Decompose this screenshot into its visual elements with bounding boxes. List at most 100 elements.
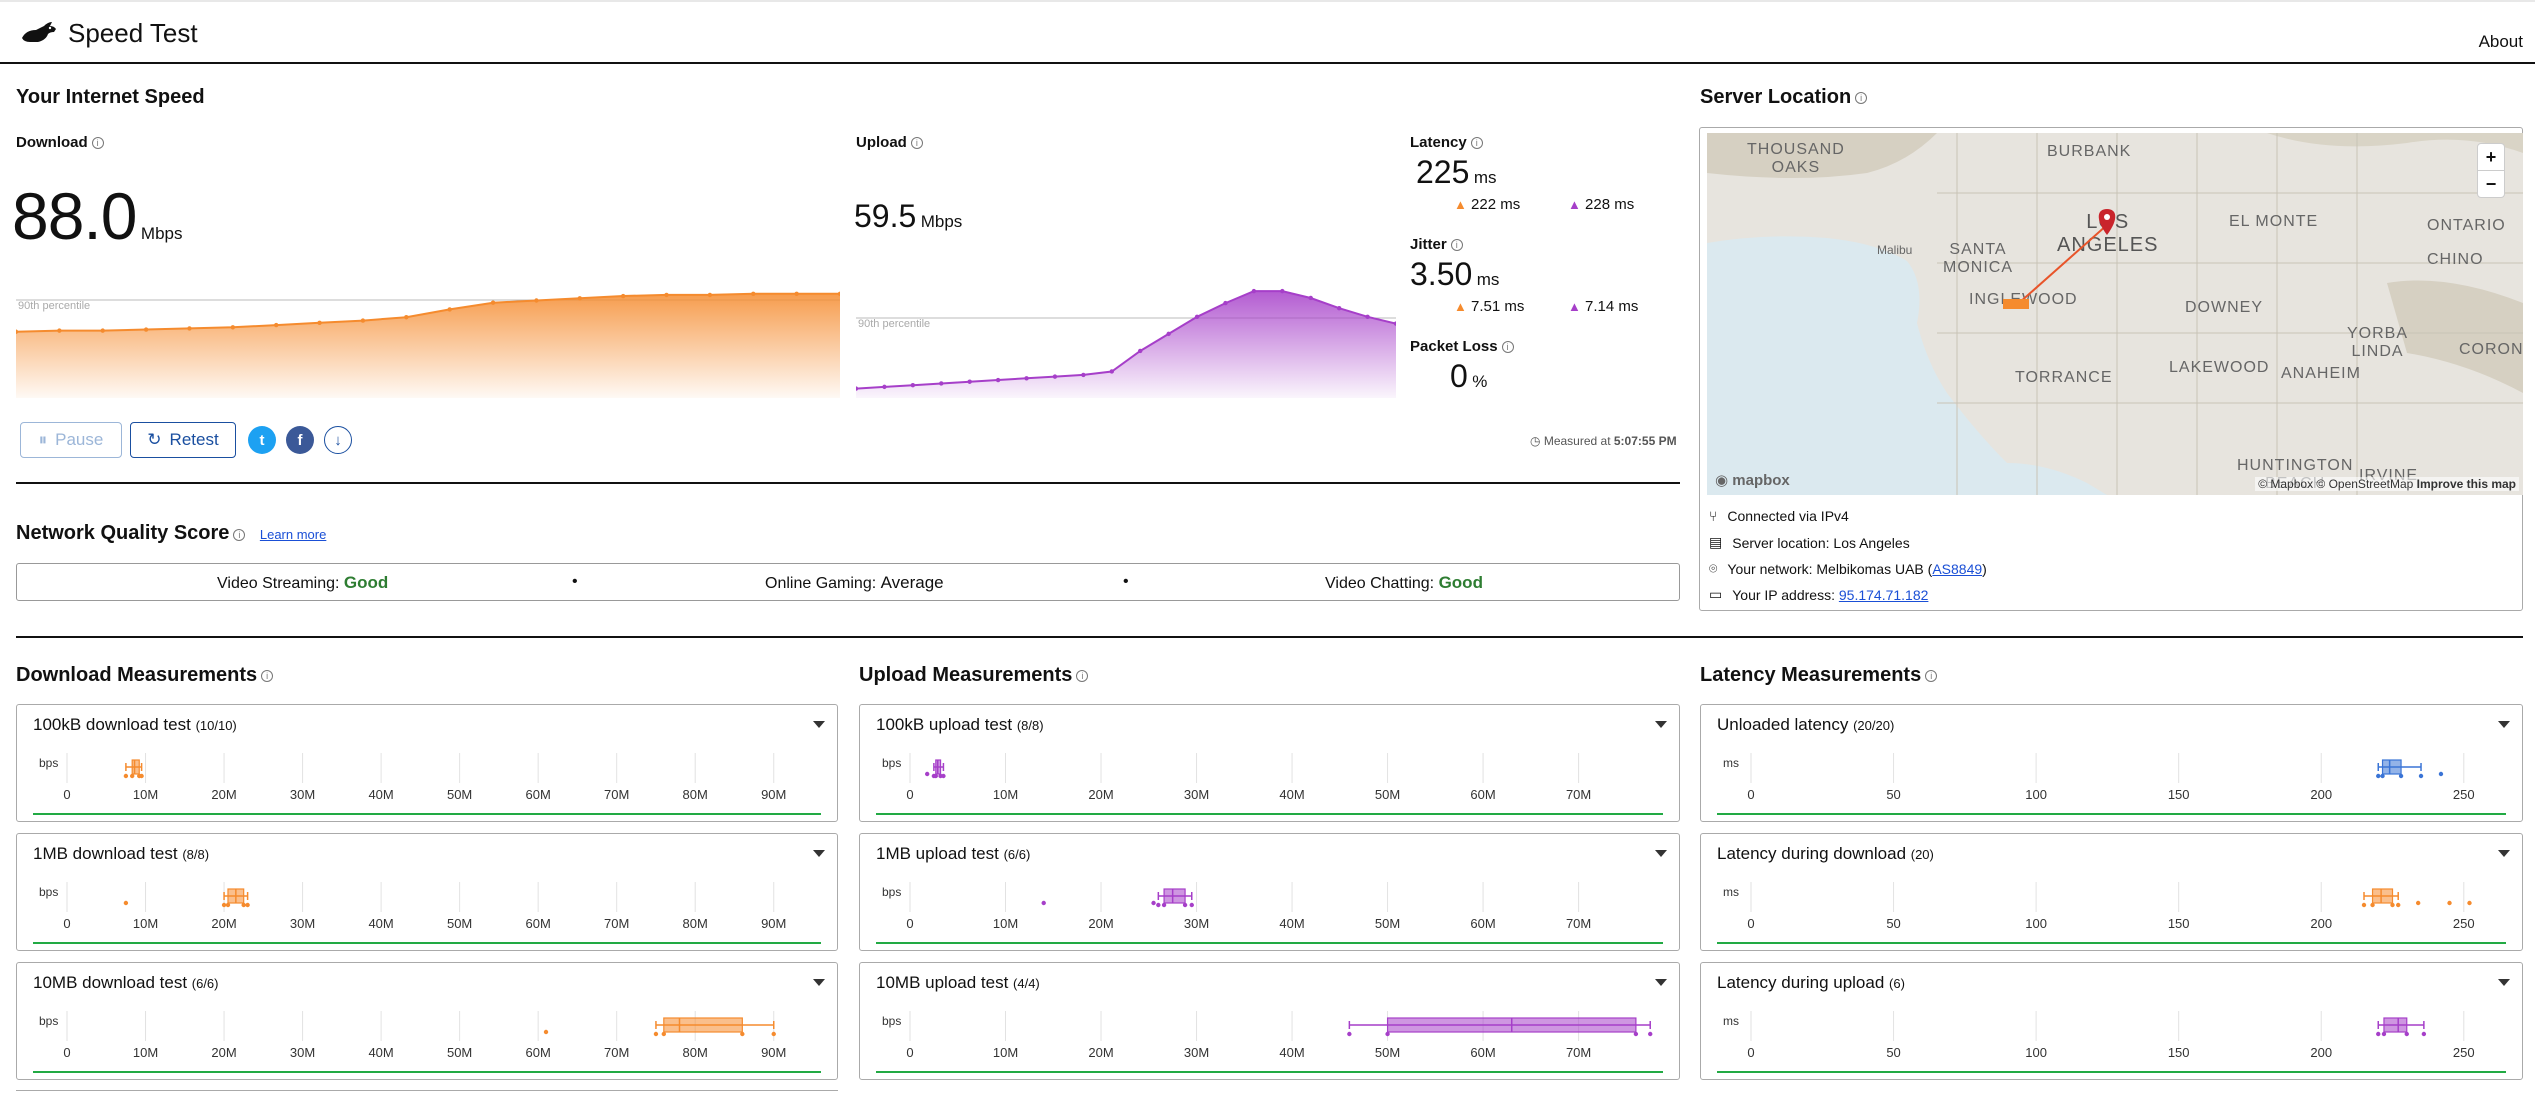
latency-test-card[interactable]: Latency during upload (6) ms 0 50 100 150 200 2… [1700, 962, 2523, 1080]
download-arrow-icon: ▲ [1454, 197, 1467, 212]
learn-more-link[interactable]: Learn more [259, 527, 327, 542]
section-divider [16, 482, 1680, 484]
chevron-down-icon[interactable] [2498, 979, 2510, 986]
packet-loss-info-icon[interactable]: i [1501, 341, 1514, 354]
test-title: 10MB download test (6/6) [33, 973, 219, 992]
twitter-share-icon[interactable]: t [248, 426, 276, 454]
tick-label: 150 [2168, 1045, 2190, 1060]
tick-label: 40M [1279, 916, 1304, 931]
tick-label: 70M [604, 787, 629, 802]
map-attribution[interactable]: © Mapbox © OpenStreetMap Improve this ma… [2255, 477, 2519, 491]
tick-label: 0 [63, 787, 70, 802]
rabbit-logo-icon[interactable] [20, 20, 58, 46]
map-place-thousand-oaks: THOUSAND OAKS [1747, 141, 1845, 176]
sample-point [123, 773, 129, 779]
chevron-down-icon[interactable] [1655, 850, 1667, 857]
network-tree-icon: ⑂ [1709, 508, 1718, 524]
speed-point [360, 318, 366, 323]
pause-icon: ⏸ [38, 430, 48, 449]
tick-label: 200 [2310, 787, 2332, 802]
ip-link[interactable]: 95.174.71.182 [1838, 586, 1929, 603]
connected-row: ⑂ Connected via IPv4 [1709, 508, 1849, 524]
latency-test-card[interactable]: Latency during download (20) ms 0 50 100 150 2… [1700, 833, 2523, 951]
latency-measurements-heading: Latency Measurements i [1700, 664, 1938, 687]
zoom-in-button[interactable]: + [2477, 143, 2505, 171]
jitter-unit: ms [1476, 270, 1500, 289]
upload-measurements-heading: Upload Measurements i [859, 664, 1089, 687]
tick-label: 50M [447, 1045, 472, 1060]
zoom-out-button[interactable]: − [2477, 170, 2505, 198]
speed-point [274, 322, 279, 328]
retest-button[interactable]: ↻ Retest [130, 422, 236, 458]
download-info-icon[interactable]: i [91, 137, 104, 150]
chevron-down-icon[interactable] [813, 850, 825, 857]
download-results-icon[interactable]: ↓ [324, 426, 352, 454]
jitter-info-icon[interactable]: i [1450, 239, 1463, 252]
box[interactable] [2383, 1017, 2408, 1033]
server-location-row: ▤ Server location: Los Angeles [1709, 534, 1910, 551]
speed-point [230, 325, 236, 330]
facebook-share-icon[interactable]: f [286, 426, 314, 454]
tick-label: 20M [1088, 916, 1113, 931]
tick-label: 40M [368, 787, 393, 802]
download-measurements-info-icon[interactable]: i [261, 669, 274, 682]
chevron-down-icon[interactable] [2498, 850, 2510, 857]
upload-test-card[interactable]: 10MB upload test (4/4) bps 0 10M 20M 30M 40M 50… [859, 962, 1680, 1080]
chevron-down-icon[interactable] [813, 979, 825, 986]
outlier-point [924, 771, 930, 777]
latency-value-block: 225 ms [1416, 154, 1497, 191]
upload-test-card[interactable]: 1MB upload test (6/6) bps 0 10M 20M 30M 40M 50M… [859, 833, 1680, 951]
improve-map-link[interactable]: Improve this map [2416, 477, 2516, 491]
mapbox-logo[interactable]: ◉ mapbox [1715, 472, 1790, 489]
box[interactable] [663, 1017, 743, 1033]
asn-link[interactable]: AS8849 [1932, 560, 1983, 577]
download-test-card[interactable]: 10MB download test (6/6) bps 0 10M 20M 30M 40M… [16, 962, 838, 1080]
speed-point [100, 328, 105, 333]
chevron-down-icon[interactable] [813, 721, 825, 728]
download-test-card[interactable]: 1MB download test (8/8) bps 0 10M 20M 30M 40M 5… [16, 833, 838, 951]
map-overlay [2003, 209, 2116, 309]
chevron-down-icon[interactable] [1655, 721, 1667, 728]
box[interactable] [2381, 759, 2402, 775]
pause-button[interactable]: ⏸ Pause [20, 422, 122, 458]
server-pin-icon[interactable] [2098, 209, 2116, 235]
chevron-down-icon[interactable] [1655, 979, 1667, 986]
refresh-icon: ↻ [147, 430, 162, 449]
latency-info-icon[interactable]: i [1470, 137, 1483, 150]
speed-point [1280, 288, 1285, 294]
tick-label: 100 [2025, 787, 2047, 802]
server-info-icon[interactable]: i [1855, 91, 1868, 104]
download-test-card[interactable]: 100kB download test (10/10) bps 0 10M 20M 30M… [16, 704, 838, 822]
upload-info-icon[interactable]: i [910, 137, 923, 150]
box[interactable] [131, 759, 140, 775]
client-marker[interactable] [2003, 299, 2029, 309]
test-title: 100kB upload test (8/8) [876, 715, 1044, 734]
chevron-down-icon[interactable] [2498, 721, 2510, 728]
box[interactable] [2371, 888, 2394, 904]
outlier-point [123, 900, 129, 906]
tick-label: 60M [526, 787, 551, 802]
jitter-label: Jitter i [1410, 236, 1463, 253]
latency-measurements-info-icon[interactable]: i [1925, 669, 1938, 682]
download-arrow-icon: ▲ [1454, 299, 1467, 314]
app-title: Speed Test [68, 18, 198, 48]
about-link[interactable]: About [2478, 32, 2523, 51]
packet-loss-value: 0 [1450, 358, 1468, 394]
box[interactable] [1163, 888, 1186, 904]
tick-label: 10M [993, 1045, 1018, 1060]
upload-test-card[interactable]: 100kB upload test (8/8) bps 0 10M 20M 30M 40M 5… [859, 704, 1680, 822]
tick-label: 10M [133, 916, 158, 931]
speed-point [1194, 314, 1200, 319]
test-title: 1MB upload test (6/6) [876, 844, 1031, 863]
speed-point [187, 326, 192, 331]
nq-video-chatting: Video Chatting: Good [1325, 573, 1483, 592]
upload-measurements-info-icon[interactable]: i [1076, 669, 1089, 682]
test-title: 100kB download test (10/10) [33, 715, 237, 734]
jitter-value: 3.50 [1410, 256, 1473, 292]
tick-label: 20M [211, 787, 236, 802]
axis-unit: bps [882, 885, 901, 899]
tick-label: 50M [1375, 1045, 1400, 1060]
latency-test-card[interactable]: Unloaded latency (20/20) ms 0 50 100 150 200 25… [1700, 704, 2523, 822]
nq-info-icon[interactable]: i [233, 528, 246, 541]
